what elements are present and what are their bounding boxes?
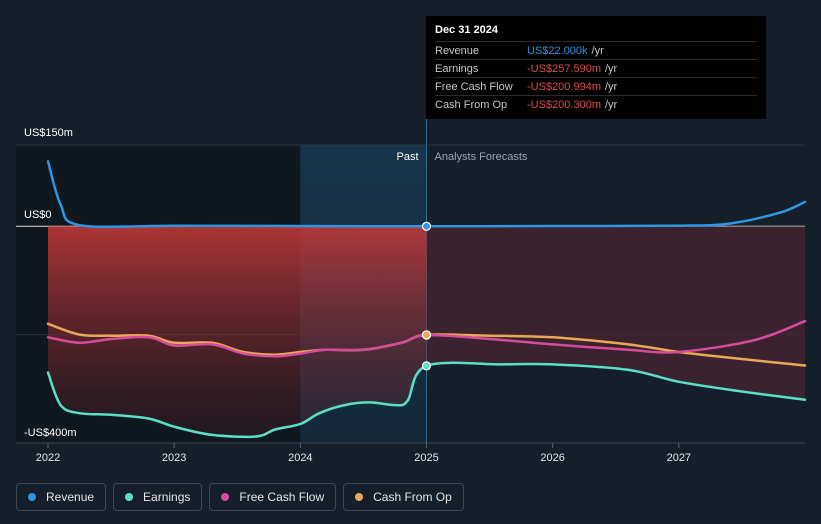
legend-dot-icon [355,493,364,501]
tooltip-label: Cash From Op [435,98,508,111]
legend-item-revenue[interactable]: Revenue [16,483,107,511]
x-tick-label: 2024 [288,452,312,464]
data-point-cash-from-op [421,330,432,340]
x-tick-label: 2023 [162,452,186,464]
legend-dot-icon [125,493,134,501]
tooltip-label: Free Cash Flow [435,80,513,93]
tooltip-value: US$22.000k [527,44,588,57]
tooltip-row-revenue: Revenue US$22.000k /yr [435,41,757,59]
tooltip-value: -US$200.300m [527,98,601,111]
tooltip-label: Earnings [435,62,479,75]
legend-item-earnings[interactable]: Earnings [113,483,203,511]
x-tick-label: 2025 [414,452,438,464]
tooltip-row-cash-from-op: Cash From Op -US$200.300m /yr [435,95,757,113]
y-label-top: US$150m [24,127,73,139]
x-tick-label: 2022 [36,452,60,464]
legend-label: Earnings [143,490,191,504]
tooltip-row-earnings: Earnings -US$257.590m /yr [435,59,757,77]
forecast-label: Analysts Forecasts [435,151,528,163]
series-line-earnings [46,361,807,439]
tooltip-label: Revenue [435,44,480,57]
x-tick-label: 2026 [540,452,564,464]
tooltip-unit: /yr [605,62,618,75]
x-tick-label: 2027 [667,452,691,464]
past-label: Past [396,151,418,163]
negative-area-past [48,226,427,437]
tooltip-panel: Dec 31 2024 Revenue US$22.000k /yr Earni… [426,16,766,119]
legend-label: Cash From Op [373,490,452,504]
data-point-revenue [421,221,432,231]
legend-label: Free Cash Flow [239,490,325,504]
legend-item-cash-from-op[interactable]: Cash From Op [343,483,464,511]
tooltip-row-free-cash-flow: Free Cash Flow -US$200.994m /yr [435,77,757,95]
legend-label: Revenue [46,490,95,504]
tooltip-unit: /yr [591,44,604,57]
y-label-bottom: -US$400m [24,427,77,439]
legend-dot-icon [28,493,36,501]
tooltip-value: -US$257.590m [527,62,601,75]
tooltip-date: Dec 31 2024 [435,24,498,36]
data-point-earnings [421,361,432,371]
tooltip-unit: /yr [605,98,618,111]
legend-dot-icon [221,493,230,501]
legend: Revenue Earnings Free Cash Flow Cash Fro… [16,483,464,511]
tooltip-unit: /yr [605,80,618,93]
y-label-zero: US$0 [24,209,52,221]
series-line-free-cash-flow [46,319,807,358]
tooltip-value: -US$200.994m [527,80,601,93]
legend-item-free-cash-flow[interactable]: Free Cash Flow [209,483,337,511]
